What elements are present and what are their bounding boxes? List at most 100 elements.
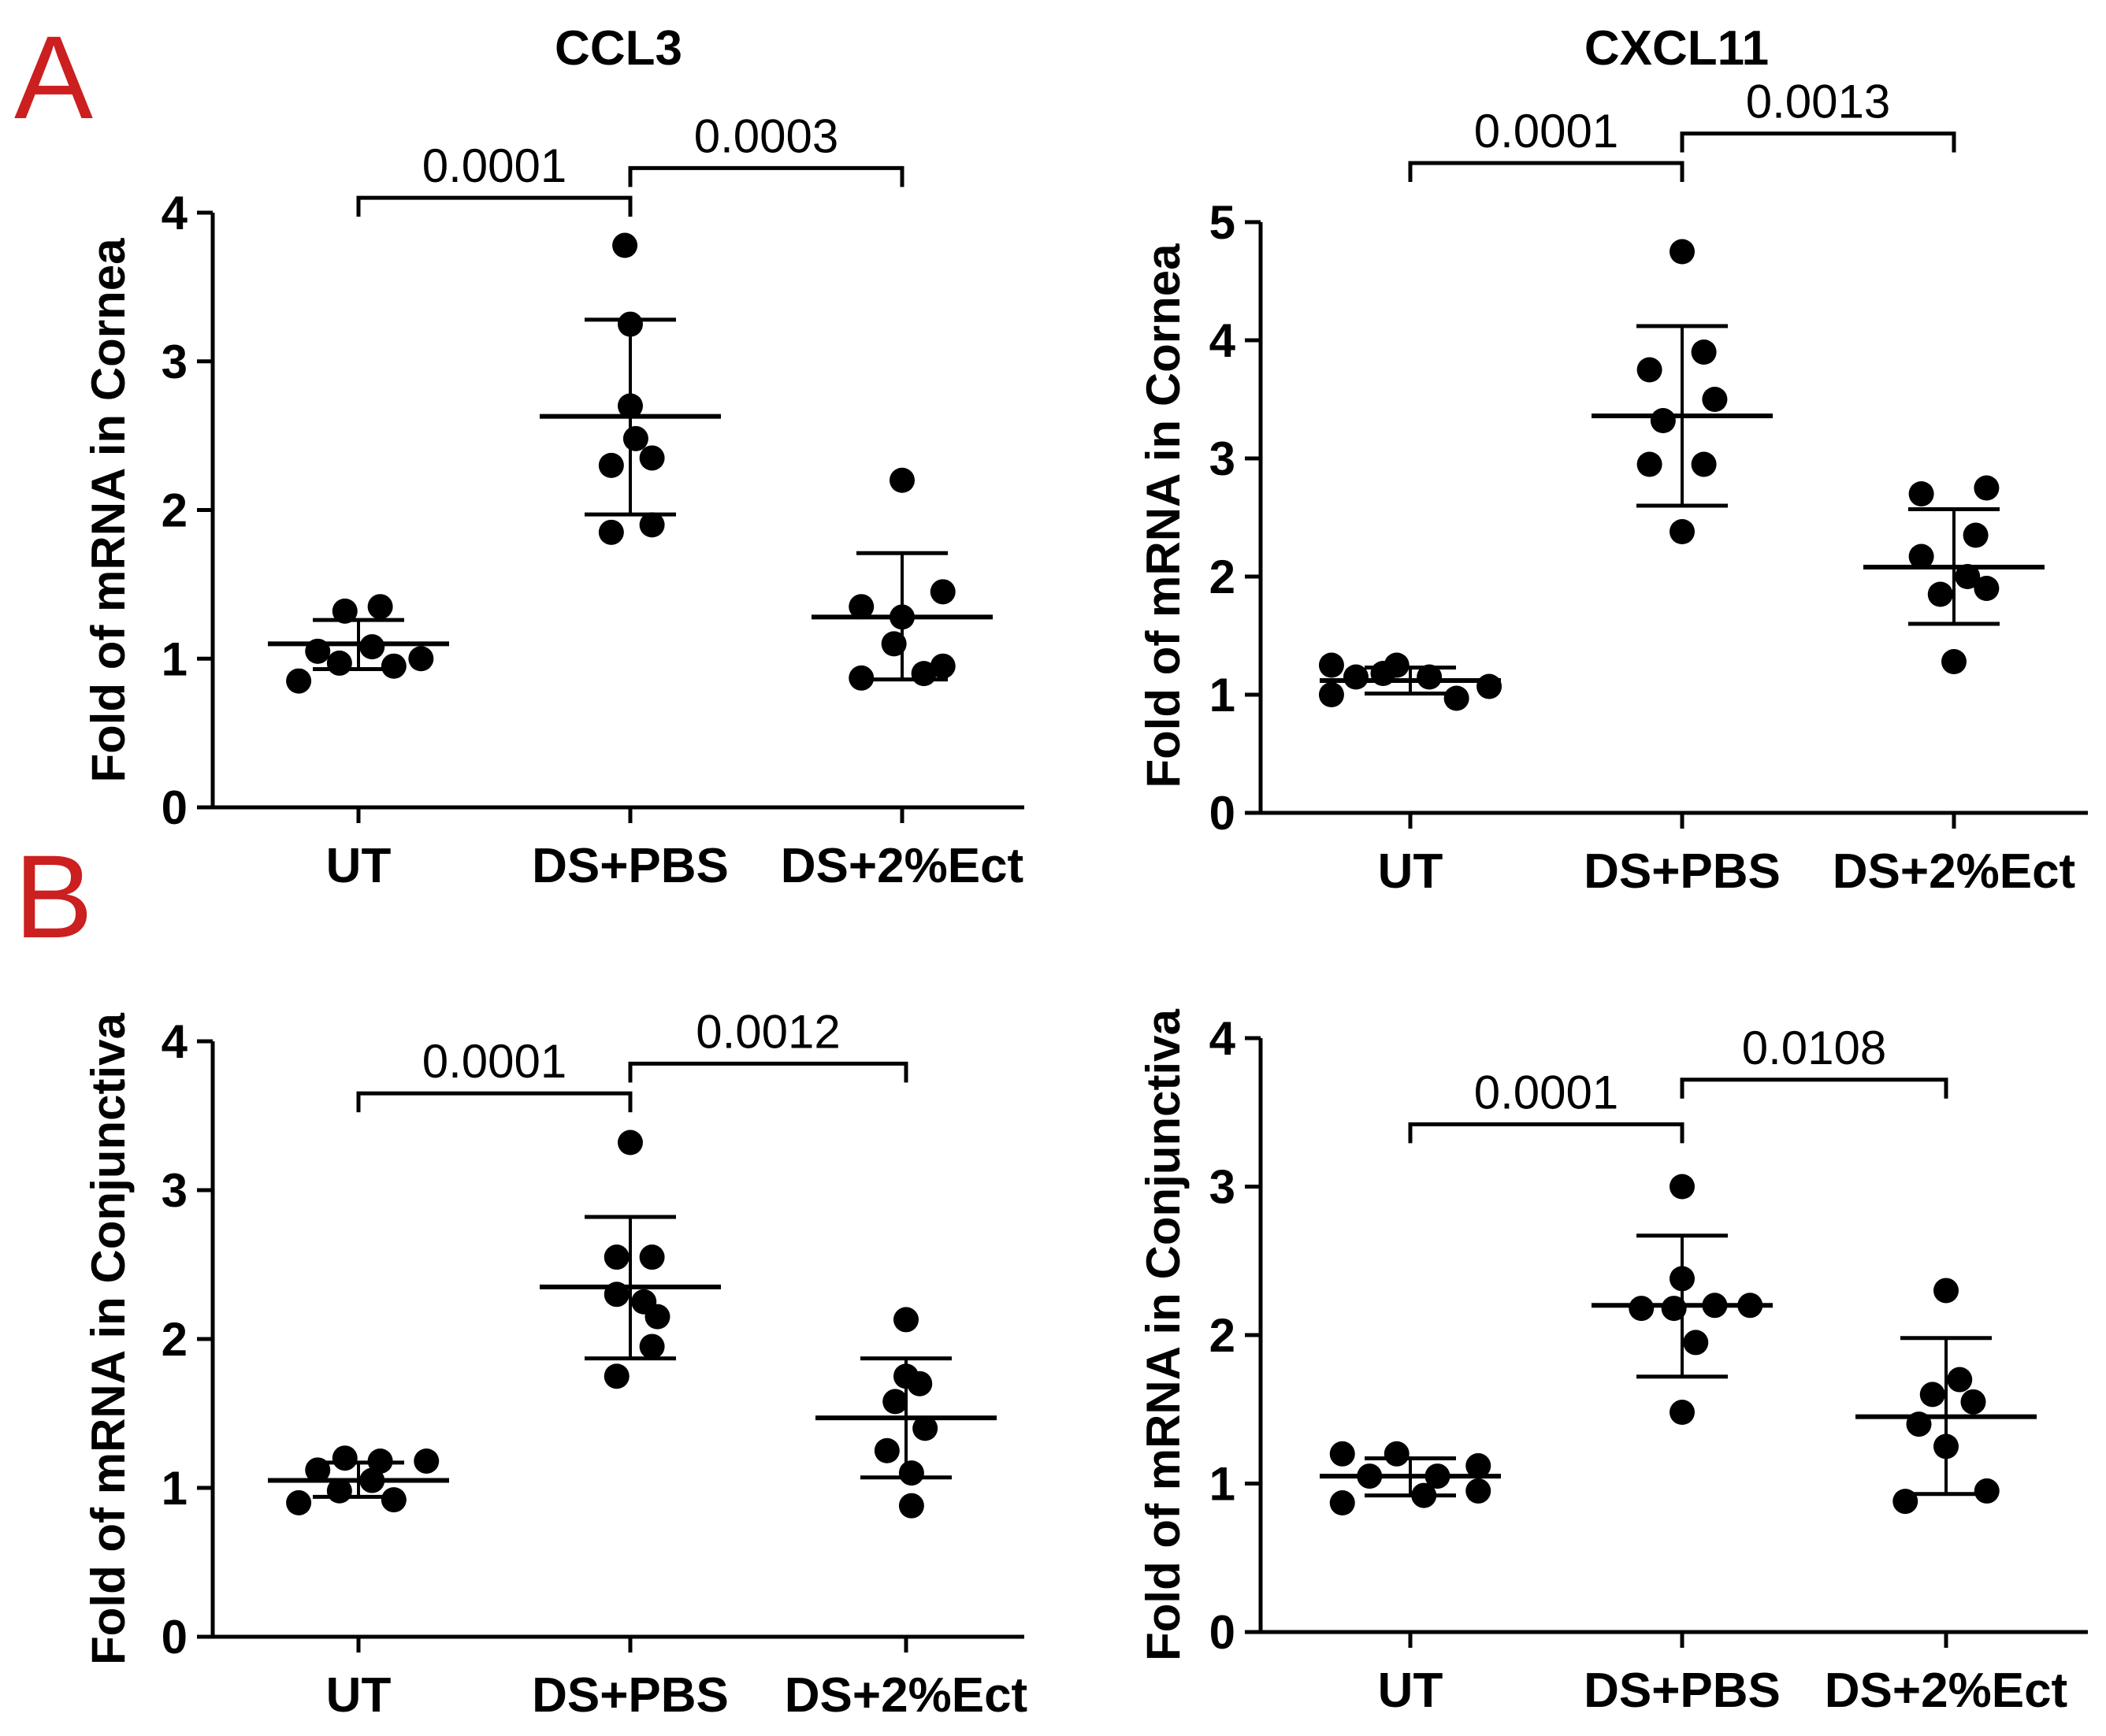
chart-cxcl11-conjunctiva: Fold of mRNA in Conjunctiva 0 1 2 3 4 UT DS+PBS… <box>1137 1009 2088 1718</box>
x-category-label: UT <box>1378 1664 1443 1718</box>
data-point <box>1329 1490 1355 1516</box>
data-point <box>1465 1478 1491 1504</box>
data-point <box>1955 564 1981 589</box>
data-point <box>622 425 648 451</box>
y-tick-label: 4 <box>162 1015 188 1068</box>
x-category-label: DS+2%Ect <box>781 839 1023 893</box>
data-point <box>1384 652 1410 678</box>
data-point <box>1465 1452 1491 1478</box>
data-point <box>1960 1389 1986 1415</box>
data-point <box>639 1245 665 1270</box>
data-point <box>1908 481 1934 506</box>
data-point <box>414 1448 440 1474</box>
p-value-label: 0.0001 <box>1474 105 1619 158</box>
x-category-label: DS+PBS <box>532 839 729 893</box>
data-point <box>1384 1441 1410 1467</box>
data-point <box>1670 1400 1695 1426</box>
data-point <box>618 1130 643 1155</box>
data-point <box>1927 581 1953 607</box>
p-value-label: 0.0001 <box>1474 1066 1619 1118</box>
y-tick-label: 1 <box>162 1462 188 1515</box>
y-tick-label: 2 <box>1209 551 1235 603</box>
y-tick-label: 3 <box>1209 432 1235 485</box>
data-point <box>1947 1367 1973 1393</box>
data-point <box>326 650 352 676</box>
y-axis-label: Fold of mRNA in Conjunctiva <box>82 1013 135 1665</box>
y-tick-label: 0 <box>162 781 188 834</box>
data-point <box>1670 519 1695 544</box>
data-point <box>1661 1296 1687 1322</box>
data-point <box>1974 576 2000 601</box>
data-point <box>898 1493 924 1519</box>
x-category-label: DS+2%Ect <box>1825 1664 2067 1718</box>
chart-title: CCL3 <box>555 21 682 76</box>
data-point <box>367 594 393 620</box>
data-point <box>332 598 358 624</box>
data-point <box>598 452 624 478</box>
y-axis-label: Fold of mRNA in Cornea <box>82 238 135 783</box>
data-point <box>882 1389 908 1415</box>
data-point <box>1963 522 1989 548</box>
data-point <box>1318 652 1344 678</box>
y-tick-label: 3 <box>162 336 188 388</box>
chart-ccl3-conjunctiva: Fold of mRNA in Conjunctiva 0 1 2 3 4 UT DS+PBS… <box>82 1005 1027 1723</box>
x-category-label: UT <box>326 839 392 893</box>
significance-bracket <box>1408 161 1684 182</box>
chart-title: CXCL11 <box>1584 21 1769 76</box>
p-value-label: 0.0001 <box>422 139 567 192</box>
y-tick-label: 1 <box>1209 669 1235 721</box>
significance-bracket <box>628 165 904 187</box>
data-point <box>286 1489 312 1515</box>
y-tick-label: 2 <box>1209 1309 1235 1362</box>
y-tick-label: 0 <box>162 1611 188 1664</box>
data-point <box>893 1307 919 1333</box>
data-point <box>874 1437 900 1463</box>
y-tick-label: 0 <box>1209 787 1235 840</box>
data-point <box>598 519 624 545</box>
data-point <box>1702 387 1728 412</box>
y-tick-label: 3 <box>1209 1161 1235 1214</box>
data-point <box>1636 357 1662 383</box>
y-tick-label: 0 <box>1209 1606 1235 1659</box>
data-point <box>381 1487 407 1513</box>
data-point <box>1629 1296 1655 1322</box>
y-tick-label: 1 <box>162 632 188 685</box>
chart-ccl3-cornea: CCL3 Fold of mRNA in Cornea 0 1 2 3 4 UT DS+PBS D… <box>82 21 1024 893</box>
data-point <box>1636 451 1662 477</box>
data-point <box>612 232 638 258</box>
significance-bracket <box>356 1091 633 1113</box>
data-point <box>604 1363 630 1389</box>
data-point <box>1318 682 1344 707</box>
y-tick-label: 4 <box>1209 314 1236 367</box>
data-point <box>604 1245 630 1270</box>
data-point <box>644 1304 670 1330</box>
y-tick-label: 4 <box>162 187 188 239</box>
data-point <box>1919 1382 1945 1408</box>
data-point <box>1974 475 2000 501</box>
data-point <box>639 445 665 471</box>
p-value-label: 0.0001 <box>422 1035 567 1088</box>
y-axis-label: Fold of mRNA in Conjunctiva <box>1137 1009 1190 1661</box>
significance-bracket <box>628 1061 908 1083</box>
data-point <box>1670 1174 1695 1200</box>
data-point <box>1329 1441 1355 1467</box>
data-point <box>1443 685 1469 711</box>
data-point <box>1933 1278 1959 1304</box>
data-point <box>1908 543 1934 569</box>
chart-cxcl11-cornea: CXCL11 Fold of mRNA in Cornea 0 1 2 3 4 5 UT DS+P… <box>1137 21 2088 899</box>
p-value-label: 0.0003 <box>694 109 839 162</box>
p-value-label: 0.0013 <box>1746 76 1891 128</box>
x-category-label: UT <box>326 1668 392 1723</box>
y-tick-label: 1 <box>1209 1458 1235 1511</box>
significance-bracket <box>1408 1122 1684 1144</box>
significance-bracket <box>356 195 633 217</box>
y-tick-label: 2 <box>162 484 188 537</box>
data-point <box>1476 673 1502 699</box>
data-point <box>408 646 434 672</box>
data-point <box>1691 451 1717 477</box>
significance-bracket <box>1680 1078 1948 1099</box>
x-category-label: DS+PBS <box>532 1668 729 1723</box>
x-category-label: DS+PBS <box>1584 844 1781 899</box>
data-point <box>381 653 407 679</box>
